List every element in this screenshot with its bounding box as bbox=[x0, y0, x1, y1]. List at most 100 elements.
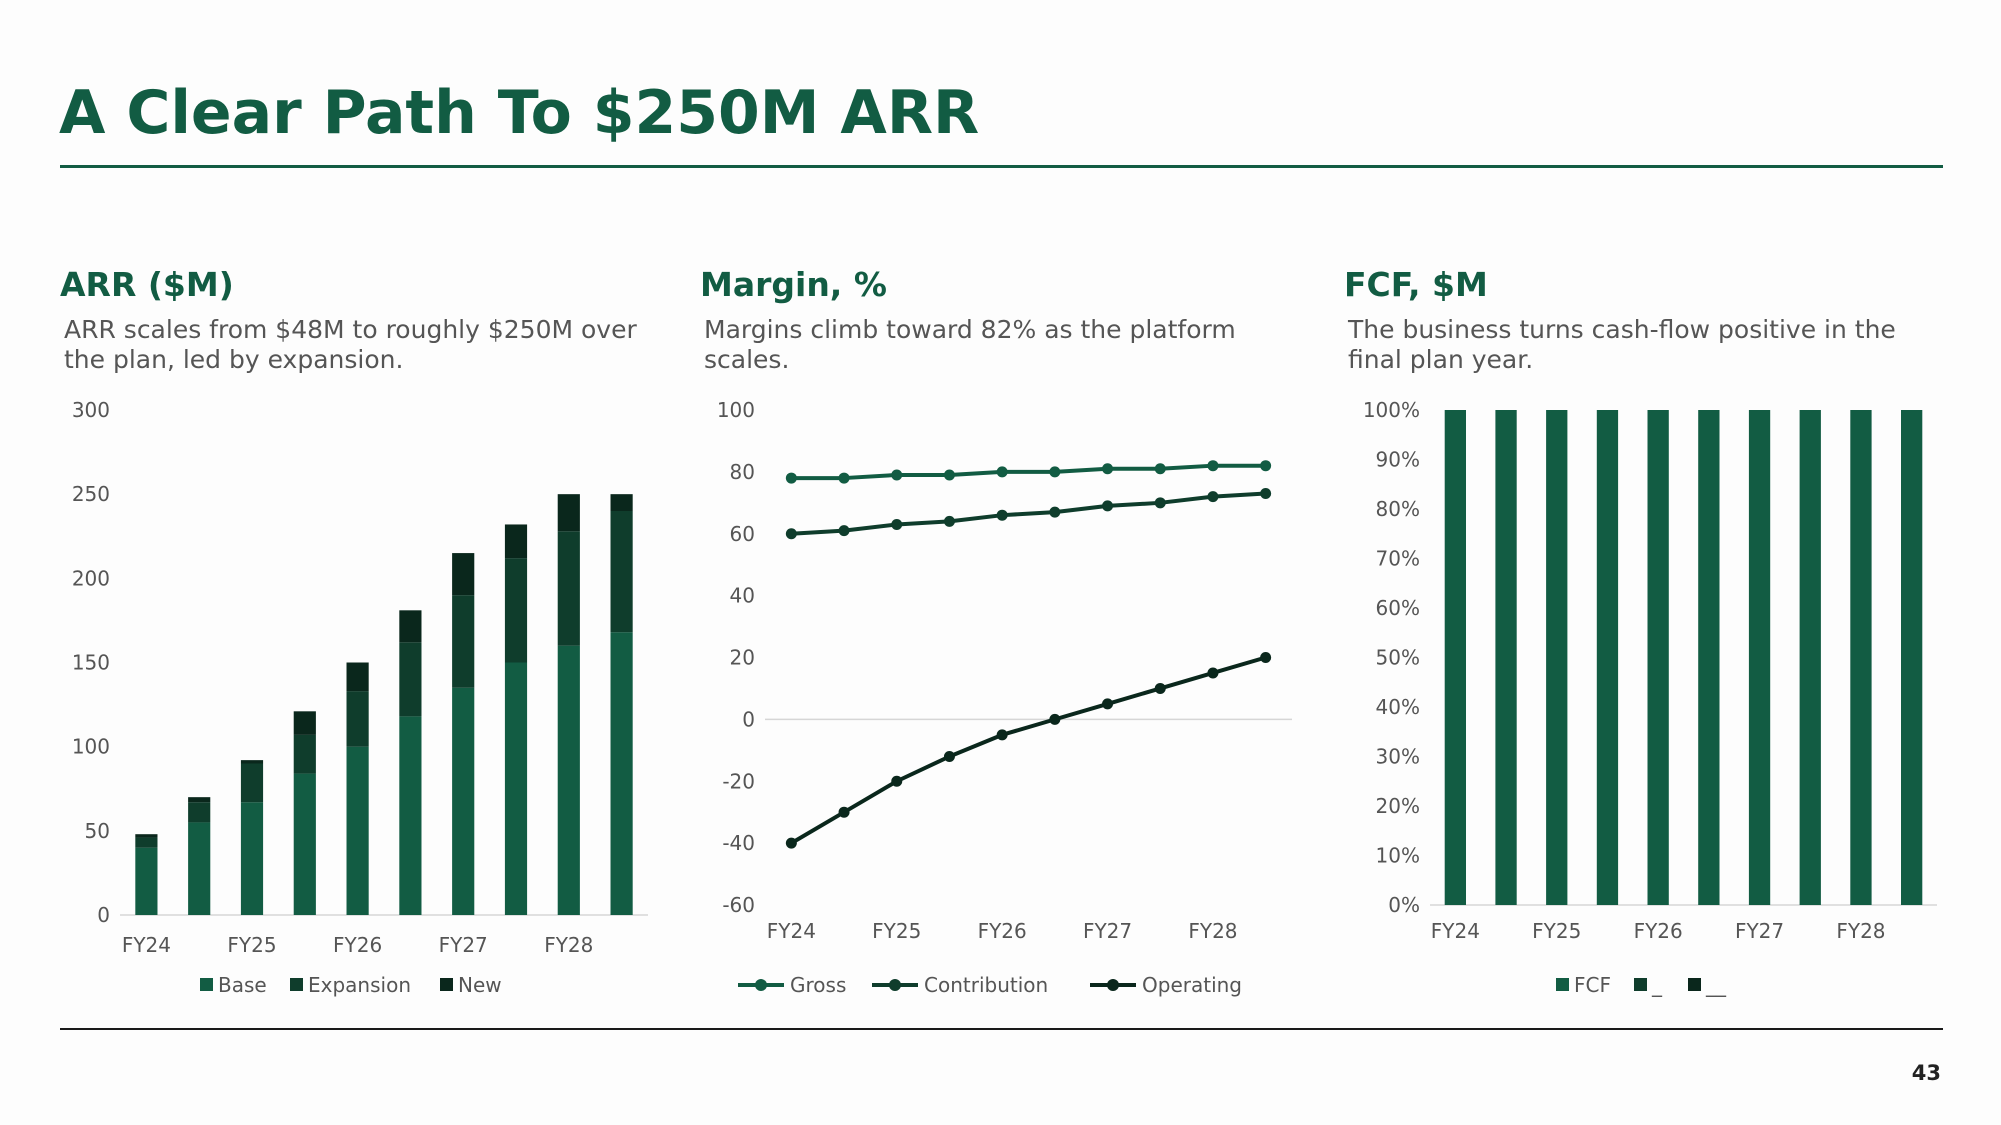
legend-label: __ bbox=[1705, 973, 1727, 997]
bar-fcf-segment bbox=[1901, 410, 1923, 905]
margin-panel-description: Margins climb toward 82% as the platform… bbox=[704, 315, 1236, 374]
point-contribution bbox=[1207, 491, 1219, 503]
bar-fcf-segment bbox=[1850, 410, 1872, 905]
bar-new-segment bbox=[346, 662, 369, 692]
fcf-panel-description: The business turns cash-flow positive in… bbox=[1348, 315, 1896, 374]
legend-swatch-fcf bbox=[1556, 978, 1569, 991]
x-tick-label: FY25 bbox=[227, 933, 276, 957]
point-gross bbox=[1260, 460, 1272, 472]
y-tick-label: 90% bbox=[1376, 448, 1420, 472]
bar-fcf-segment bbox=[1799, 410, 1821, 905]
y-tick-label: -40 bbox=[722, 831, 755, 855]
legend-label: FCF bbox=[1574, 973, 1611, 997]
y-tick-label: 250 bbox=[72, 482, 110, 506]
bar-new-segment bbox=[399, 610, 422, 643]
x-tick-label: FY24 bbox=[767, 919, 816, 943]
point-contribution bbox=[996, 509, 1008, 521]
point-gross bbox=[1102, 463, 1114, 475]
margin-panel-title: Margin, % bbox=[700, 265, 887, 304]
legend-marker-operating bbox=[1107, 979, 1119, 991]
bar-expansion-segment bbox=[557, 531, 580, 646]
point-gross bbox=[1154, 463, 1166, 475]
bar-base-segment bbox=[399, 716, 422, 915]
y-tick-label: -20 bbox=[722, 769, 755, 793]
bar-new-segment bbox=[293, 711, 316, 735]
legend-label: New bbox=[458, 973, 502, 997]
bar-new-segment bbox=[188, 797, 211, 803]
x-tick-label: FY26 bbox=[978, 919, 1027, 943]
legend-label: Contribution bbox=[924, 973, 1048, 997]
bar-fcf-segment bbox=[1596, 410, 1619, 905]
point-gross bbox=[943, 469, 955, 481]
point-gross bbox=[1207, 460, 1219, 472]
bar-new-segment bbox=[610, 494, 633, 511]
bar-expansion-segment bbox=[452, 595, 475, 688]
bar-expansion-segment bbox=[610, 511, 633, 633]
legend-label: Operating bbox=[1142, 973, 1242, 997]
point-contribution bbox=[1260, 488, 1272, 500]
legend-swatch-expansion bbox=[290, 978, 303, 991]
point-contribution bbox=[943, 515, 955, 527]
point-gross bbox=[996, 466, 1008, 478]
x-tick-label: FY28 bbox=[1836, 919, 1885, 943]
y-tick-label: 10% bbox=[1376, 844, 1420, 868]
y-tick-label: -60 bbox=[722, 893, 755, 917]
y-tick-label: 80 bbox=[730, 460, 755, 484]
point-operating bbox=[891, 775, 903, 787]
fcf-panel-title: FCF, $M bbox=[1344, 265, 1488, 304]
bar-fcf-segment bbox=[1495, 410, 1517, 905]
y-tick-label: 50% bbox=[1376, 646, 1420, 670]
point-contribution bbox=[891, 518, 903, 530]
y-tick-label: 80% bbox=[1376, 497, 1420, 521]
bar-base-segment bbox=[188, 822, 211, 915]
point-gross bbox=[785, 472, 797, 484]
point-contribution bbox=[1049, 506, 1061, 518]
point-operating bbox=[943, 751, 955, 762]
legend-swatch-- bbox=[1688, 978, 1701, 991]
bar-expansion-segment bbox=[346, 691, 369, 747]
point-gross bbox=[1049, 466, 1061, 478]
y-tick-label: 100 bbox=[72, 735, 110, 759]
x-tick-label: FY24 bbox=[122, 933, 171, 957]
y-tick-label: 20% bbox=[1376, 794, 1420, 818]
slide-title: A Clear Path To $250M ARR bbox=[59, 78, 980, 148]
bar-new-segment bbox=[240, 760, 264, 764]
x-tick-label: FY26 bbox=[333, 933, 382, 957]
y-tick-label: 100% bbox=[1363, 398, 1420, 422]
bar-base-segment bbox=[293, 773, 316, 915]
point-operating bbox=[1154, 682, 1166, 694]
point-operating bbox=[1049, 713, 1061, 725]
bar-expansion-segment bbox=[504, 558, 528, 663]
bar-expansion-segment bbox=[293, 734, 316, 774]
x-tick-label: FY24 bbox=[1431, 919, 1480, 943]
y-tick-label: 70% bbox=[1376, 547, 1420, 571]
bar-expansion-segment bbox=[240, 763, 264, 803]
y-tick-label: 40% bbox=[1376, 695, 1420, 719]
point-operating bbox=[1102, 698, 1114, 710]
x-tick-label: FY25 bbox=[872, 919, 921, 943]
legend-label: _ bbox=[1651, 973, 1663, 997]
legend-label: Expansion bbox=[308, 973, 411, 997]
bar-new-segment bbox=[557, 494, 580, 532]
y-tick-label: 100 bbox=[717, 398, 755, 422]
line-operating-series bbox=[790, 655, 1267, 845]
bar-base-segment bbox=[346, 746, 369, 915]
bar-new-segment bbox=[452, 553, 475, 596]
legend-swatch-base bbox=[200, 978, 213, 991]
legend-marker-contribution bbox=[889, 979, 901, 991]
bar-fcf-segment bbox=[1748, 410, 1771, 905]
bar-base-segment bbox=[504, 662, 528, 915]
point-operating bbox=[785, 837, 797, 849]
arr-panel-description: ARR scales from $48M to roughly $250M ov… bbox=[64, 315, 637, 374]
y-tick-label: 30% bbox=[1376, 745, 1420, 769]
y-tick-label: 0% bbox=[1388, 893, 1420, 917]
bar-fcf-segment bbox=[1546, 410, 1568, 905]
y-tick-label: 300 bbox=[72, 398, 110, 422]
point-contribution bbox=[785, 528, 797, 540]
point-operating bbox=[1207, 667, 1219, 679]
y-tick-label: 60 bbox=[730, 522, 755, 546]
point-contribution bbox=[838, 525, 850, 537]
point-operating bbox=[996, 729, 1008, 741]
point-operating bbox=[1260, 652, 1272, 663]
